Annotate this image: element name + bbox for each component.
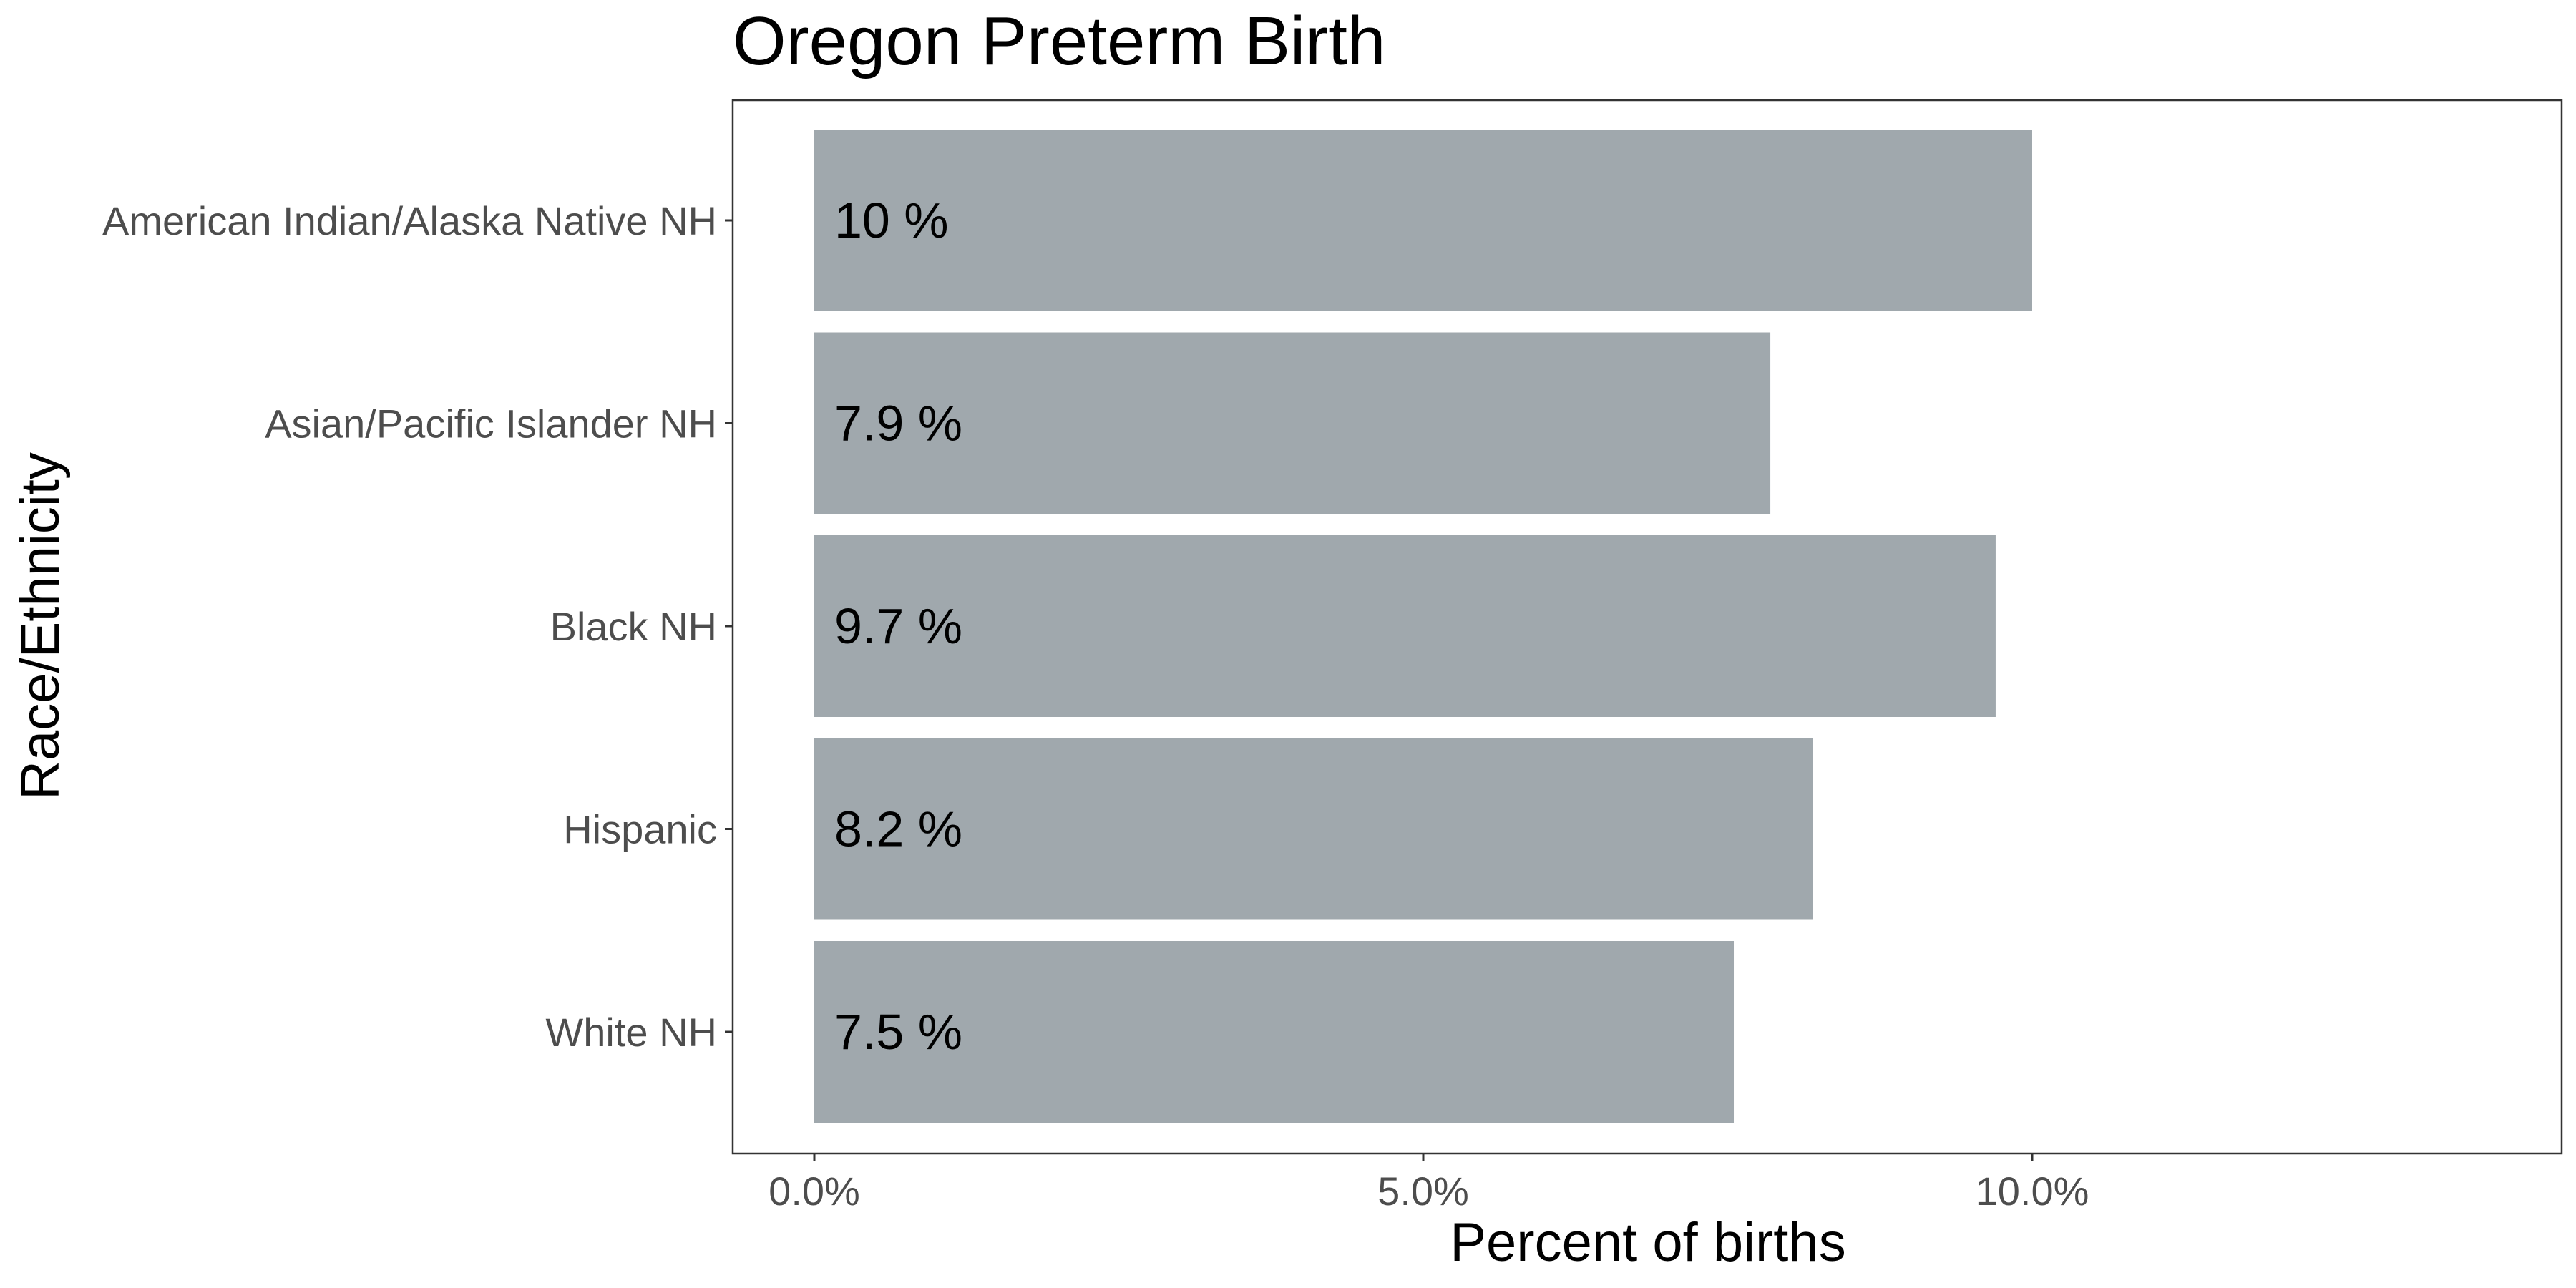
y-axis-title: Race/Ethnicity [10, 452, 71, 800]
y-tick-label-asian-pacific-islander-nh: Asian/Pacific Islander NH [265, 401, 717, 447]
data-label-american-indian-alaska-native-nh: 10 % [834, 192, 949, 248]
bars-group [814, 130, 2032, 1123]
data-label-hispanic: 8.2 % [834, 801, 962, 857]
chart-title: Oregon Preterm Birth [733, 3, 1385, 79]
data-label-black-nh: 9.7 % [834, 598, 962, 654]
y-axis: American Indian/Alaska Native NH Asian/Pa… [102, 198, 733, 1055]
bar-asian-pacific-islander-nh [814, 332, 1771, 514]
y-tick-label-white-nh: White NH [545, 1010, 717, 1055]
y-tick-label-black-nh: Black NH [550, 604, 717, 649]
x-tick-label-0: 0.0% [769, 1169, 860, 1214]
y-tick-label-american-indian-alaska-native-nh: American Indian/Alaska Native NH [102, 198, 717, 243]
bar-american-indian-alaska-native-nh [814, 130, 2032, 311]
bar-white-nh [814, 941, 1735, 1123]
data-label-white-nh: 7.5 % [834, 1004, 962, 1060]
y-tick-label-hispanic: Hispanic [563, 807, 717, 852]
x-tick-label-1: 5.0% [1377, 1169, 1469, 1214]
data-labels-group: 10 % 7.9 % 9.7 % 8.2 % 7.5 % [834, 192, 962, 1060]
x-axis-title: Percent of births [1450, 1212, 1845, 1273]
bar-black-nh [814, 535, 1996, 717]
bar-hispanic [814, 738, 1813, 920]
data-label-asian-pacific-islander-nh: 7.9 % [834, 396, 962, 452]
x-tick-label-2: 10.0% [1976, 1169, 2089, 1214]
x-axis: 0.0% 5.0% 10.0% [769, 1153, 2089, 1214]
